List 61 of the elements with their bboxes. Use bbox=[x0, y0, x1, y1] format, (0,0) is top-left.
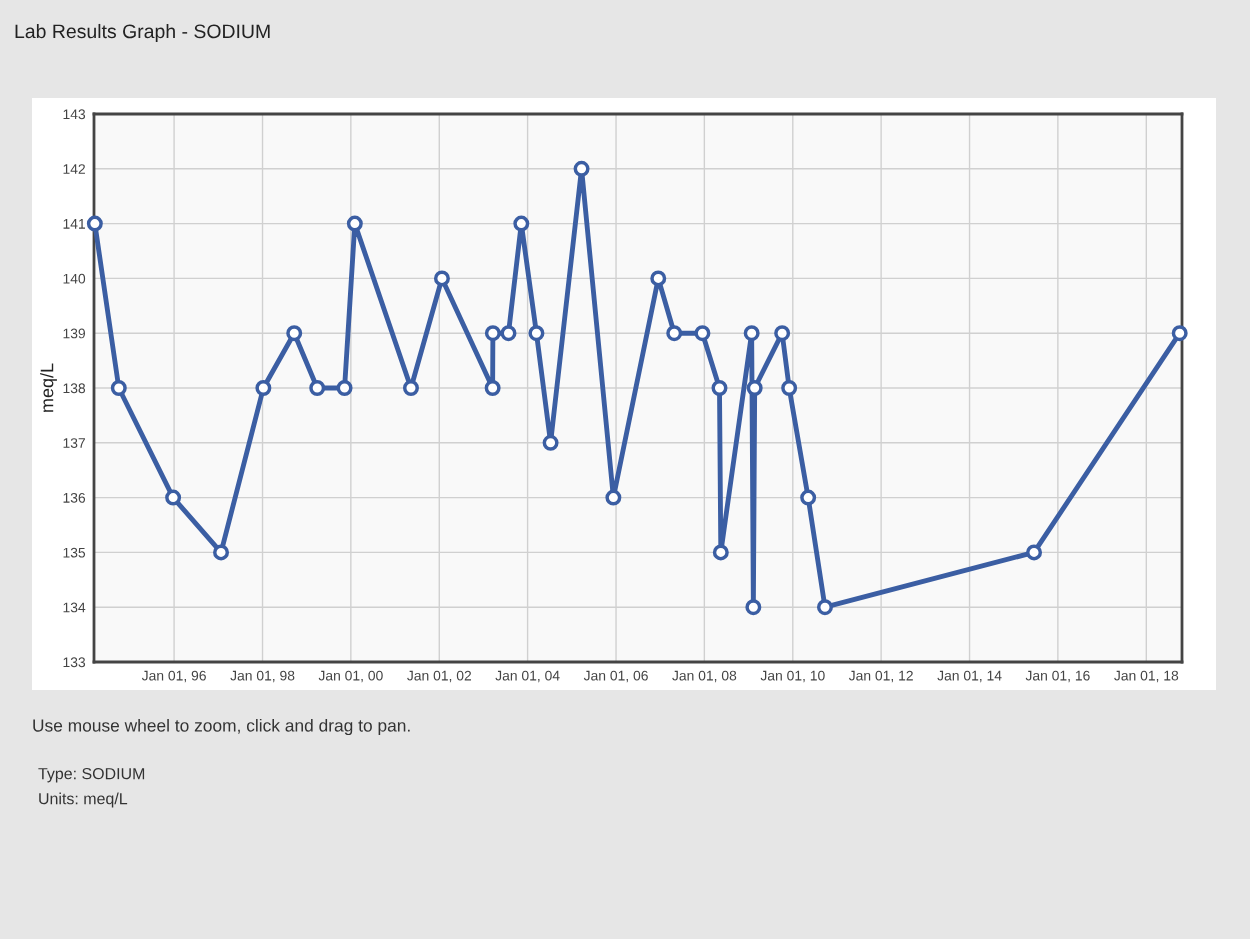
point bbox=[666, 325, 683, 342]
point bbox=[213, 544, 230, 561]
point bbox=[816, 599, 833, 616]
point bbox=[1171, 325, 1188, 342]
x-tick-label: Jan 01, 00 bbox=[318, 670, 383, 683]
point bbox=[712, 544, 729, 561]
text: Use mouse wheel to zoom, click and drag to pan. bbox=[33, 718, 410, 736]
x-tick-label: Jan 01, 10 bbox=[760, 670, 825, 683]
point bbox=[542, 434, 559, 451]
point bbox=[694, 325, 711, 342]
point bbox=[86, 215, 103, 232]
x-tick-label: Jan 01, 06 bbox=[583, 670, 648, 683]
x-tick-label: Jan 01, 98 bbox=[230, 670, 295, 683]
point bbox=[605, 489, 622, 506]
y-tick-label: 138 bbox=[63, 383, 86, 394]
point bbox=[650, 270, 667, 287]
point bbox=[573, 160, 590, 177]
point bbox=[800, 489, 817, 506]
text: Units: meq/L bbox=[39, 792, 128, 808]
point bbox=[255, 380, 272, 396]
y-tick-label: 134 bbox=[63, 602, 86, 613]
point bbox=[745, 599, 762, 616]
y-tick-label: 140 bbox=[63, 273, 86, 284]
x-tick-label: Jan 01, 96 bbox=[141, 670, 206, 683]
point bbox=[1026, 544, 1043, 561]
y-tick-label: 139 bbox=[63, 328, 86, 339]
y-tick-label: 141 bbox=[63, 219, 85, 229]
point bbox=[402, 380, 419, 396]
point bbox=[346, 215, 363, 232]
point bbox=[110, 380, 127, 396]
point bbox=[286, 325, 303, 342]
x-tick-label: Jan 01, 18 bbox=[1114, 670, 1179, 683]
x-tick-label: Jan 01, 14 bbox=[937, 670, 1002, 683]
point bbox=[484, 325, 501, 342]
x-tick-label: Jan 01, 12 bbox=[848, 670, 913, 683]
point bbox=[433, 270, 450, 287]
point bbox=[528, 325, 545, 342]
point bbox=[309, 380, 326, 396]
y-axis-title: meq/L bbox=[40, 363, 57, 412]
x-tick-label: Jan 01, 08 bbox=[672, 670, 737, 683]
point bbox=[746, 380, 763, 396]
x-tick-label: Jan 01, 02 bbox=[407, 670, 472, 683]
text: Type: SODIUM bbox=[38, 767, 145, 783]
y-tick-label: 135 bbox=[63, 547, 86, 558]
point bbox=[743, 325, 760, 342]
x-tick-label: Jan 01, 04 bbox=[495, 670, 560, 683]
point bbox=[484, 380, 501, 396]
y-tick-label: 136 bbox=[63, 492, 86, 503]
point bbox=[336, 380, 353, 396]
y-tick-label: 143 bbox=[63, 109, 86, 120]
point bbox=[165, 489, 182, 506]
chart-title: Lab Results Graph - SODIUM bbox=[15, 23, 270, 43]
y-tick-label: 137 bbox=[63, 438, 85, 448]
x-tick-label: Jan 01, 16 bbox=[1025, 670, 1090, 683]
point bbox=[781, 380, 798, 396]
y-tick-label: 142 bbox=[63, 164, 85, 174]
y-tick-label: 133 bbox=[63, 657, 86, 668]
point bbox=[513, 215, 530, 232]
point bbox=[500, 325, 517, 342]
point bbox=[711, 380, 728, 396]
point bbox=[774, 325, 791, 342]
